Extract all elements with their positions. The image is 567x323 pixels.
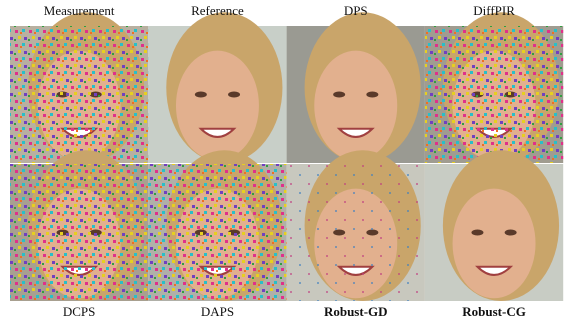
image-panel bbox=[287, 12, 425, 163]
face bbox=[314, 51, 397, 161]
eye bbox=[195, 92, 207, 98]
eye bbox=[505, 230, 517, 236]
face bbox=[176, 51, 259, 161]
image-panel bbox=[148, 150, 286, 301]
panel-label: DPS bbox=[344, 3, 368, 18]
image-panel bbox=[148, 12, 286, 163]
eye bbox=[228, 92, 240, 98]
image-panel bbox=[10, 12, 148, 163]
panel-label: DCPS bbox=[63, 304, 96, 319]
panel-label: Measurement bbox=[44, 3, 115, 18]
image-panel bbox=[425, 12, 563, 163]
eye bbox=[471, 230, 483, 236]
panel-label: DAPS bbox=[201, 304, 234, 319]
panel-label: DiffPIR bbox=[473, 3, 515, 18]
noise-overlay bbox=[10, 164, 148, 301]
face bbox=[453, 189, 536, 299]
noise-overlay bbox=[425, 26, 563, 163]
noise-overlay bbox=[10, 26, 148, 163]
eye bbox=[366, 92, 378, 98]
image-panel bbox=[425, 150, 563, 301]
eye bbox=[333, 92, 345, 98]
noise-overlay bbox=[148, 164, 286, 301]
panel-label: Robust-CG bbox=[462, 304, 526, 319]
panel-label: Robust-GD bbox=[324, 304, 388, 319]
image-panel bbox=[10, 150, 148, 301]
noise-overlay bbox=[287, 164, 425, 301]
figure: Measurement Reference DPS DiffPIR DCPS DAPS Ro… bbox=[0, 0, 567, 323]
panel-label: Reference bbox=[191, 3, 244, 18]
image-panel bbox=[287, 150, 425, 301]
